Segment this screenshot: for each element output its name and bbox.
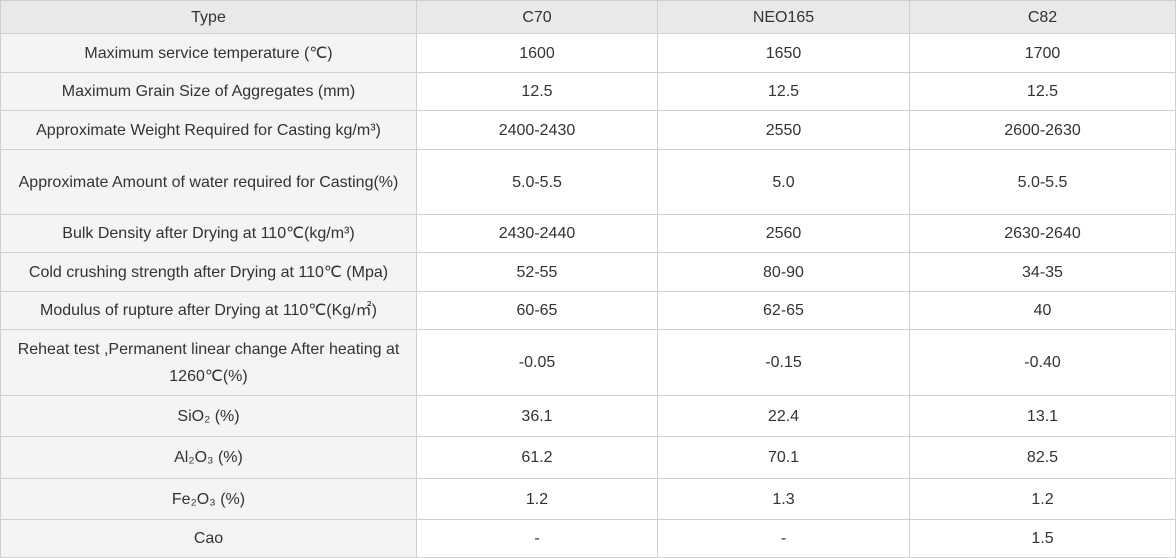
header-cell: C70: [416, 0, 658, 34]
table-cell: 5.0-5.5: [416, 149, 658, 215]
table-cell: -0.05: [416, 329, 658, 396]
table-cell: 2630-2640: [909, 214, 1176, 253]
table-cell: 12.5: [416, 72, 658, 111]
header-cell: C82: [909, 0, 1176, 34]
table-row: Modulus of rupture after Drying at 110℃(…: [0, 291, 1176, 330]
table-cell: 34-35: [909, 252, 1176, 292]
header-row: Type C70 NEO165 C82: [0, 0, 1176, 34]
table-row: Maximum Grain Size of Aggregates (mm) 12.…: [0, 72, 1176, 111]
table-cell: 62-65: [657, 291, 910, 330]
header-cell: NEO165: [657, 0, 910, 34]
table-cell: 1.2: [416, 478, 658, 520]
table-cell: 12.5: [909, 72, 1176, 111]
table-cell: 2550: [657, 110, 910, 150]
row-label: Reheat test ,Permanent linear change Aft…: [0, 329, 417, 396]
table-row: Bulk Density after Drying at 110℃(kg/m³)…: [0, 214, 1176, 253]
table-cell: 80-90: [657, 252, 910, 292]
table-cell: 5.0: [657, 149, 910, 215]
table-cell: 1.3: [657, 478, 910, 520]
table-row: SiO₂ (%) 36.1 22.4 13.1: [0, 395, 1176, 437]
table-cell: 1.2: [909, 478, 1176, 520]
table-cell: -0.40: [909, 329, 1176, 396]
table-row: Fe₂O₃ (%) 1.2 1.3 1.2: [0, 478, 1176, 520]
row-label: SiO₂ (%): [0, 395, 417, 437]
table-cell: 2560: [657, 214, 910, 253]
table-cell: 36.1: [416, 395, 658, 437]
table-row: Maximum service temperature (℃) 1600 1650 1…: [0, 33, 1176, 73]
row-label: Cold crushing strength after Drying at 1…: [0, 252, 417, 292]
row-label: Maximum Grain Size of Aggregates (mm): [0, 72, 417, 111]
header-cell: Type: [0, 0, 417, 34]
row-label: Approximate Amount of water required for…: [0, 149, 417, 215]
row-label: Fe₂O₃ (%): [0, 478, 417, 520]
row-label: Approximate Weight Required for Casting …: [0, 110, 417, 150]
table-cell: 82.5: [909, 436, 1176, 479]
table-cell: 60-65: [416, 291, 658, 330]
table-cell: 1600: [416, 33, 658, 73]
row-label: Al₂O₃ (%): [0, 436, 417, 479]
table-cell: 40: [909, 291, 1176, 330]
table-cell: 2430-2440: [416, 214, 658, 253]
table-row: Cold crushing strength after Drying at 1…: [0, 252, 1176, 292]
row-label: Bulk Density after Drying at 110℃(kg/m³): [0, 214, 417, 253]
table-row: Approximate Weight Required for Casting …: [0, 110, 1176, 150]
table-cell: 5.0-5.5: [909, 149, 1176, 215]
table-cell: -0.15: [657, 329, 910, 396]
table-cell: 1700: [909, 33, 1176, 73]
table-cell: 2600-2630: [909, 110, 1176, 150]
table-cell: 12.5: [657, 72, 910, 111]
table-cell: 61.2: [416, 436, 658, 479]
row-label: Modulus of rupture after Drying at 110℃(…: [0, 291, 417, 330]
table-row: Approximate Amount of water required for…: [0, 149, 1176, 215]
table-cell: 22.4: [657, 395, 910, 437]
table-cell: 2400-2430: [416, 110, 658, 150]
table-cell: 13.1: [909, 395, 1176, 437]
row-label: Maximum service temperature (℃): [0, 33, 417, 73]
table-cell: 70.1: [657, 436, 910, 479]
table-row: Al₂O₃ (%) 61.2 70.1 82.5: [0, 436, 1176, 479]
table-cell: 52-55: [416, 252, 658, 292]
table-row: Reheat test ,Permanent linear change Aft…: [0, 329, 1176, 396]
table-cell: 1650: [657, 33, 910, 73]
